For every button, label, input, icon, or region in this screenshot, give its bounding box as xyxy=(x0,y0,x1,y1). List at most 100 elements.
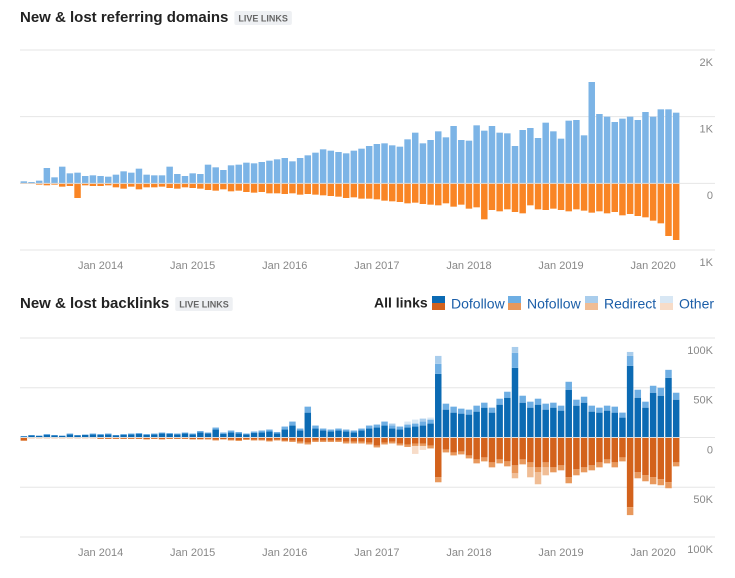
new-bar xyxy=(672,112,680,184)
lost-bar xyxy=(250,183,258,193)
lost-bar xyxy=(250,439,258,441)
new-bar xyxy=(596,412,603,438)
lost-bar xyxy=(580,437,588,468)
lost-bar xyxy=(442,449,450,453)
lost-bar xyxy=(135,183,143,190)
lost-bar xyxy=(342,437,350,442)
lost-bar xyxy=(143,437,150,439)
legend-swatch-lost xyxy=(508,303,521,310)
new-bar xyxy=(611,406,619,413)
new-bar xyxy=(281,426,289,430)
lost-bar xyxy=(519,183,526,214)
new-bar xyxy=(212,167,219,184)
lost-bar xyxy=(557,465,565,471)
lost-bar xyxy=(634,472,642,479)
new-bar xyxy=(619,417,626,438)
y-tick-label: 50K xyxy=(693,395,713,407)
lost-bar xyxy=(266,440,273,442)
new-bar xyxy=(596,114,603,184)
lost-bar xyxy=(342,441,350,444)
new-bar xyxy=(534,138,542,184)
new-bar xyxy=(550,131,557,184)
new-bar xyxy=(458,140,465,184)
lost-bar xyxy=(542,467,549,476)
lost-bar xyxy=(396,443,404,446)
new-bar xyxy=(435,373,442,438)
new-bar xyxy=(266,431,273,438)
new-bar xyxy=(626,365,634,438)
lost-bar xyxy=(527,462,534,468)
legend-swatch-lost xyxy=(660,303,673,310)
new-bar xyxy=(289,425,296,438)
lost-bar xyxy=(289,183,296,194)
lost-bar xyxy=(435,183,442,206)
new-bar xyxy=(250,431,258,434)
lost-bar xyxy=(220,183,227,190)
lost-bar xyxy=(519,459,526,465)
new-bar xyxy=(335,152,342,184)
legend-label[interactable]: Nofollow xyxy=(527,296,582,312)
new-bar xyxy=(342,431,350,438)
lost-bar xyxy=(603,459,611,464)
legend-label[interactable]: Redirect xyxy=(604,296,656,312)
lost-bar xyxy=(289,437,296,441)
y-tick-label: 0 xyxy=(707,190,713,202)
filter-label[interactable]: All links xyxy=(374,295,428,311)
new-bar xyxy=(611,122,619,184)
lost-bar xyxy=(335,183,342,197)
lost-bar xyxy=(450,437,457,453)
new-bar xyxy=(496,132,503,184)
new-bar xyxy=(626,351,634,356)
lost-bar xyxy=(665,482,672,489)
lost-bar xyxy=(565,477,572,484)
lost-bar xyxy=(158,437,166,439)
lost-bar xyxy=(458,437,465,452)
lost-bar xyxy=(189,183,196,188)
lost-bar xyxy=(358,441,365,444)
new-bar xyxy=(427,417,434,420)
lost-bar xyxy=(511,437,519,466)
new-bar xyxy=(66,434,74,438)
x-tick-label: Jan 2019 xyxy=(538,547,583,559)
new-bar xyxy=(181,432,189,434)
new-bar xyxy=(504,133,511,184)
new-bar xyxy=(204,433,212,438)
y-tick-label: 100K xyxy=(687,345,713,357)
new-bar xyxy=(312,428,319,438)
lost-bar xyxy=(542,183,549,210)
lost-bar xyxy=(227,183,235,192)
lost-bar xyxy=(128,183,135,187)
new-bar xyxy=(672,392,680,400)
new-bar xyxy=(458,413,465,438)
lost-bar xyxy=(488,462,496,468)
new-bar xyxy=(435,363,442,374)
new-bar xyxy=(273,433,281,438)
new-bar xyxy=(250,163,258,184)
lost-bar xyxy=(619,437,626,458)
new-bar xyxy=(419,425,427,438)
new-bar xyxy=(289,161,296,184)
new-bar xyxy=(365,428,373,438)
new-bar xyxy=(388,428,396,438)
lost-bar xyxy=(327,440,335,442)
lost-bar xyxy=(304,437,312,443)
lost-bar xyxy=(527,437,534,463)
lost-bar xyxy=(388,437,396,442)
legend-label[interactable]: Other xyxy=(679,296,714,312)
lost-bar xyxy=(281,437,289,441)
new-bar xyxy=(580,402,588,438)
new-bar xyxy=(197,174,204,184)
new-bar xyxy=(481,130,488,184)
lost-bar xyxy=(665,437,672,483)
new-bar xyxy=(166,166,173,184)
new-bar xyxy=(74,172,81,184)
lost-bar xyxy=(388,441,396,444)
lost-bar xyxy=(573,469,580,476)
new-bar xyxy=(596,407,603,413)
new-bar xyxy=(511,352,519,368)
legend-label[interactable]: Dofollow xyxy=(451,296,506,312)
new-bar xyxy=(273,159,281,184)
lost-bar xyxy=(235,183,242,191)
new-bar xyxy=(603,410,611,438)
lost-bar xyxy=(672,462,680,467)
